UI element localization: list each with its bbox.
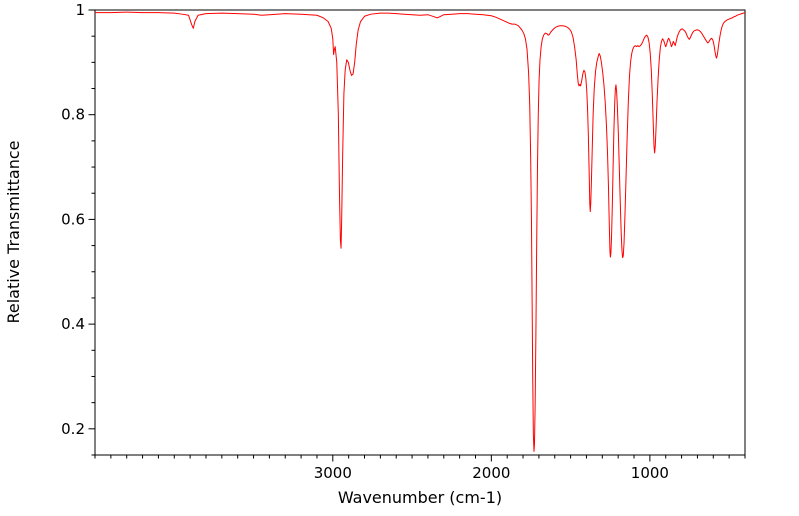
- y-axis-ticks: 0.2 0.4 0.6 0.8 1: [61, 1, 95, 456]
- y-tick-label: 1: [75, 1, 85, 19]
- x-tick-label: 2000: [472, 464, 510, 482]
- y-axis-label: Relative Transmittance: [4, 140, 23, 323]
- y-tick-label: 0.2: [61, 420, 85, 438]
- y-tick-label: 0.8: [61, 106, 85, 124]
- y-tick-label: 0.6: [61, 210, 85, 228]
- spectrum-line: [95, 11, 745, 452]
- x-tick-label: 1000: [631, 464, 669, 482]
- x-tick-label: 3000: [314, 464, 352, 482]
- plot-frame: [94, 9, 746, 456]
- y-tick-label: 0.4: [61, 315, 85, 333]
- x-axis-label: Wavenumber (cm-1): [338, 488, 502, 507]
- plot-area: 3000 2000 1000 0.2 0.4 0.6 0.8 1: [61, 1, 746, 482]
- x-axis-ticks: 3000 2000 1000: [94, 455, 746, 482]
